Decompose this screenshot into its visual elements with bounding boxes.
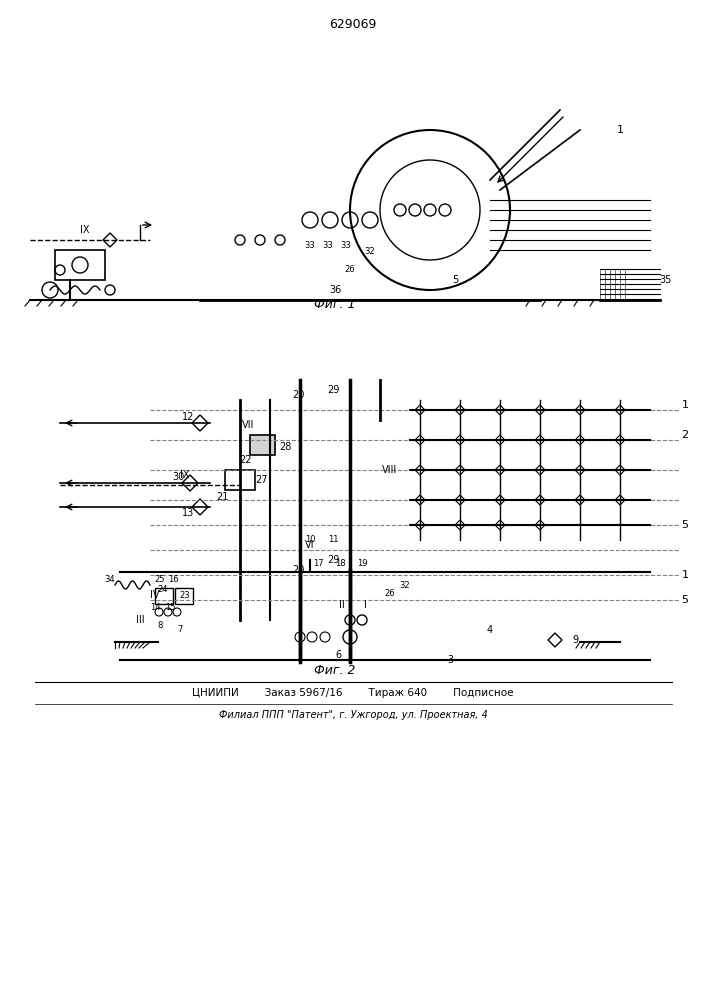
Bar bbox=[155, 588, 173, 604]
Text: IV: IV bbox=[151, 590, 160, 600]
Text: 15: 15 bbox=[165, 602, 175, 611]
Text: 23: 23 bbox=[180, 590, 190, 599]
Text: 29: 29 bbox=[327, 555, 339, 565]
Text: VI: VI bbox=[305, 540, 315, 550]
Text: IX: IX bbox=[180, 470, 189, 480]
Text: 10: 10 bbox=[305, 536, 315, 544]
Text: IX: IX bbox=[81, 225, 90, 235]
Text: 32: 32 bbox=[399, 580, 410, 589]
Text: 13: 13 bbox=[182, 508, 194, 518]
Text: 5: 5 bbox=[682, 520, 689, 530]
Bar bbox=[175, 588, 193, 604]
Bar bbox=[55, 250, 105, 280]
Text: 14: 14 bbox=[150, 602, 160, 611]
Text: Фиг. 2: Фиг. 2 bbox=[314, 664, 356, 676]
Bar bbox=[225, 470, 255, 490]
Text: 27: 27 bbox=[256, 475, 268, 485]
Text: I: I bbox=[363, 600, 366, 610]
Text: 26: 26 bbox=[345, 265, 356, 274]
Text: 26: 26 bbox=[385, 588, 395, 597]
Text: 34: 34 bbox=[105, 576, 115, 584]
Text: II: II bbox=[339, 600, 345, 610]
Text: 25: 25 bbox=[155, 576, 165, 584]
Text: 11: 11 bbox=[328, 536, 338, 544]
Text: VIII: VIII bbox=[382, 465, 397, 475]
Text: 4: 4 bbox=[487, 625, 493, 635]
Text: 35: 35 bbox=[659, 275, 671, 285]
Text: Филиал ППП "Патент", г. Ужгород, ул. Проектная, 4: Филиал ППП "Патент", г. Ужгород, ул. Про… bbox=[218, 710, 487, 720]
Text: 16: 16 bbox=[168, 576, 178, 584]
Text: 18: 18 bbox=[334, 558, 345, 568]
Text: Фиг. 1: Фиг. 1 bbox=[314, 298, 356, 312]
Text: 33: 33 bbox=[305, 240, 315, 249]
Text: 17: 17 bbox=[312, 558, 323, 568]
Text: 20: 20 bbox=[292, 565, 304, 575]
Text: 1: 1 bbox=[617, 125, 624, 135]
Text: 12: 12 bbox=[182, 412, 194, 422]
Text: 22: 22 bbox=[239, 455, 251, 465]
Text: 21: 21 bbox=[216, 492, 228, 502]
Bar bbox=[250, 435, 275, 455]
Text: VII: VII bbox=[242, 420, 255, 430]
Text: 9: 9 bbox=[572, 635, 578, 645]
Text: III: III bbox=[136, 615, 144, 625]
Text: ЦНИИПИ        Заказ 5967/16        Тираж 640        Подписное: ЦНИИПИ Заказ 5967/16 Тираж 640 Подписное bbox=[192, 688, 514, 698]
Text: 7: 7 bbox=[177, 626, 182, 635]
Text: 29: 29 bbox=[327, 385, 339, 395]
Text: 1: 1 bbox=[682, 400, 689, 410]
Text: 5: 5 bbox=[452, 275, 458, 285]
Text: 33: 33 bbox=[322, 240, 334, 249]
Text: 19: 19 bbox=[357, 558, 367, 568]
Text: 24: 24 bbox=[158, 585, 168, 594]
Text: 28: 28 bbox=[279, 442, 291, 452]
Text: 33: 33 bbox=[341, 240, 351, 249]
Text: 6: 6 bbox=[335, 650, 341, 660]
Text: 2: 2 bbox=[682, 430, 689, 440]
Text: 32: 32 bbox=[365, 247, 375, 256]
Text: 629069: 629069 bbox=[329, 18, 377, 31]
Text: 36: 36 bbox=[329, 285, 341, 295]
Text: 5: 5 bbox=[682, 595, 689, 605]
Text: 20: 20 bbox=[292, 390, 304, 400]
Text: 8: 8 bbox=[158, 620, 163, 630]
Text: 1: 1 bbox=[682, 570, 689, 580]
Text: 3: 3 bbox=[447, 655, 453, 665]
Text: 30: 30 bbox=[172, 472, 184, 482]
